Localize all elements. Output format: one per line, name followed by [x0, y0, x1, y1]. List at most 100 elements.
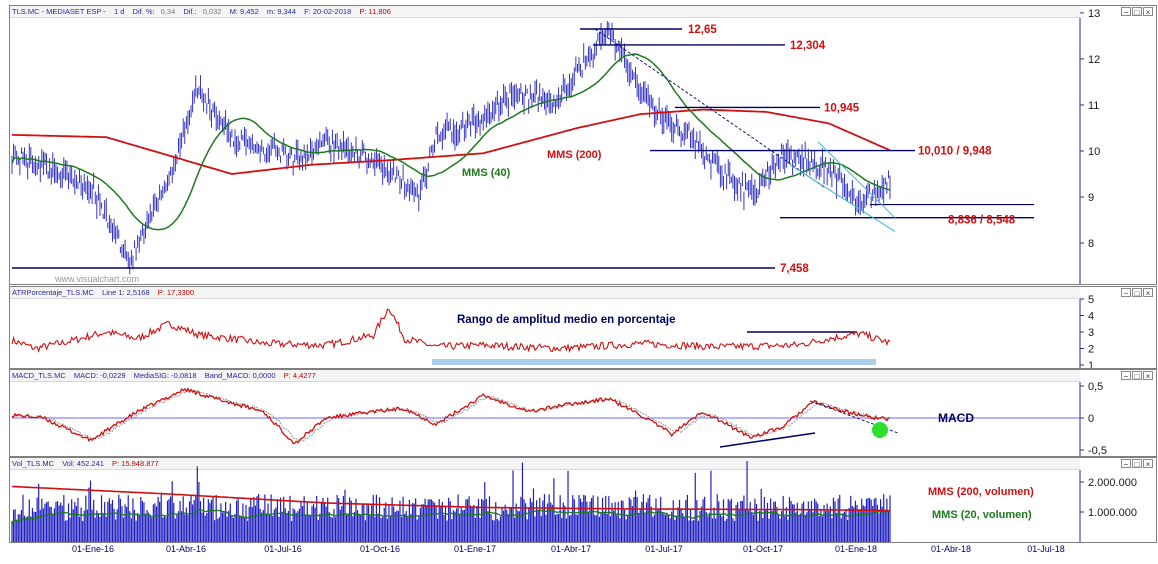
date-tick-label: 01-Ene-17 — [453, 544, 497, 554]
date-tick-label: 01-Ene-16 — [71, 544, 115, 554]
vol-value: Vol: 452.241 — [62, 459, 104, 468]
vol-mms20-line — [11, 509, 891, 526]
interval: 1 d — [114, 7, 125, 16]
vol-y-tick-label: 2.000.000 — [1088, 477, 1137, 489]
atr-y-tick-label: 5 — [1088, 294, 1094, 306]
atr-range-band — [432, 359, 876, 365]
macd-last-value: P: 4,4277 — [283, 371, 316, 380]
atr-line — [11, 308, 891, 354]
close-button[interactable]: × — [1143, 7, 1153, 17]
macd-y-tick-label: 0,5 — [1088, 381, 1103, 393]
atr-y-tick-label: 4 — [1088, 311, 1094, 323]
level-label: 7,458 — [780, 263, 809, 275]
macd-trendline — [719, 432, 816, 448]
vol-mms200-annotation: MMS (200, volumen) — [928, 486, 1034, 498]
level-label: 10,945 — [824, 102, 860, 114]
mms40-line — [11, 53, 891, 231]
price-header: TLS.MC - MEDIASET ESP - 1 d Dif. %: 0,34 … — [10, 6, 1080, 18]
atr-chart[interactable]: 5 4 3 2 1 Rango de amplitud medio en porcenta… — [10, 287, 1157, 369]
atr-close-button[interactable]: × — [1143, 288, 1153, 298]
macd-chart[interactable]: 0,5 0 -0,5 MACD — [10, 370, 1157, 457]
date-tick-label: 01-Oct-16 — [359, 544, 401, 554]
volume-panel[interactable]: Vol_TLS.MC Vol: 452.241 P: 15.948.877 − … — [9, 457, 1157, 543]
vol-mms200-line — [11, 485, 890, 512]
price-chart[interactable]: 13 12 11 10 9 8 12,65 12,304 10,945 10,010 / 9,94… — [10, 6, 1157, 285]
atr-line-value: Line 1: 2,5168 — [102, 288, 150, 297]
atr-y-tick-label: 2 — [1088, 344, 1094, 356]
macd-signal-value: MediaSIG: -0,0818 — [133, 371, 197, 380]
date-tick-label: 01-Jul-18 — [1027, 544, 1065, 554]
date-tick-label: 01-Jul-16 — [264, 544, 302, 554]
atr-y-tick-label: 3 — [1088, 327, 1094, 339]
atr-last-value: P: 17,3300 — [157, 288, 194, 297]
price-y-tick-label: 9 — [1088, 192, 1094, 204]
channel-upper — [817, 141, 896, 219]
date-tick-label: 01-Jul-17 — [645, 544, 683, 554]
macd-y-tick-label: 0 — [1088, 413, 1094, 425]
atr-title: Rango de amplitud medio en porcentaje — [457, 314, 676, 326]
level-label: 12,304 — [790, 40, 826, 52]
level-label: 10,010 / 9,948 — [918, 146, 992, 158]
date-value: F: 20-02-2018 — [304, 7, 352, 16]
macd-band-value: Band_MACD: 0,0000 — [204, 371, 276, 380]
date-tick-label: 01-Oct-17 — [742, 544, 784, 554]
vol-header: Vol_TLS.MC Vol: 452.241 P: 15.948.877 — [10, 458, 1080, 470]
macd-trendline-dashed — [809, 400, 899, 434]
level-label: 8,836 / 8,548 — [948, 215, 1016, 227]
vol-maximize-button[interactable]: □ — [1132, 459, 1142, 469]
atr-header: ATRPorcentaje_TLS.MC Line 1: 2,5168 P: 1… — [10, 287, 1080, 299]
vol-name: Vol_TLS.MC — [12, 459, 55, 468]
trendline — [594, 28, 826, 189]
macd-signal-line — [12, 388, 891, 443]
price-y-tick-label: 13 — [1088, 8, 1100, 20]
macd-name: MACD_TLS.MC — [12, 371, 66, 380]
atr-y-tick-label: 1 — [1088, 360, 1094, 369]
price-bars — [11, 21, 891, 275]
dif-label: Dif.: — [183, 7, 197, 16]
price-y-tick-label: 12 — [1088, 54, 1100, 66]
mms40-annotation: MMS (40) — [462, 167, 511, 179]
vol-close-button[interactable]: × — [1143, 459, 1153, 469]
price-panel[interactable]: TLS.MC - MEDIASET ESP - 1 d Dif. %: 0,34 … — [9, 5, 1157, 285]
date-tick-label: 01-Abr-18 — [930, 544, 972, 554]
date-tick-label: 01-Ene-18 — [834, 544, 878, 554]
channel-lower — [789, 164, 896, 232]
maximize-button[interactable]: □ — [1132, 7, 1142, 17]
macd-y-tick-label: -0,5 — [1088, 445, 1107, 457]
price-y-tick-label: 10 — [1088, 146, 1100, 158]
volume-chart[interactable]: 2.000.000 1.000.000 MMS (200, volumen) MMS … — [10, 458, 1157, 543]
vol-minimize-button[interactable]: − — [1121, 459, 1131, 469]
atr-panel[interactable]: ATRPorcentaje_TLS.MC Line 1: 2,5168 P: 1… — [9, 286, 1157, 369]
macd-cross-marker — [872, 422, 888, 438]
atr-minimize-button[interactable]: − — [1121, 288, 1131, 298]
macd-title: MACD — [938, 411, 974, 425]
macd-maximize-button[interactable]: □ — [1132, 371, 1142, 381]
minimize-button[interactable]: − — [1121, 7, 1131, 17]
last-value: P: 11,806 — [359, 7, 391, 16]
min-value: m: 9,344 — [266, 7, 297, 16]
symbol-name: TLS.MC - MEDIASET ESP - — [12, 7, 106, 16]
vol-last-value: P: 15.948.877 — [112, 459, 159, 468]
dif-value: 0,032 — [202, 7, 222, 16]
volume-bars — [11, 460, 891, 542]
macd-value: MACD: -0,0229 — [73, 371, 126, 380]
watermark: www.visualchart.com — [54, 274, 139, 284]
vol-y-tick-label: 1.000.000 — [1088, 507, 1137, 519]
level-label: 12,65 — [688, 24, 717, 36]
date-tick-label: 01-Abr-16 — [165, 544, 207, 554]
price-y-tick-label: 11 — [1088, 100, 1099, 112]
date-tick-label: 01-Abr-17 — [550, 544, 592, 554]
mms200-line — [12, 108, 891, 175]
macd-minimize-button[interactable]: − — [1121, 371, 1131, 381]
price-y-tick-label: 8 — [1088, 238, 1094, 250]
dif-pct-value: 0,34 — [160, 7, 176, 16]
dif-pct-label: Dif. %: — [132, 7, 155, 16]
macd-line — [11, 387, 890, 445]
atr-name: ATRPorcentaje_TLS.MC — [12, 288, 94, 297]
vol-mms20-annotation: MMS (20, volumen) — [932, 509, 1032, 521]
max-value: M: 9,452 — [229, 7, 259, 16]
macd-header: MACD_TLS.MC MACD: -0,0229 MediaSIG: -0,0… — [10, 370, 1080, 382]
macd-close-button[interactable]: × — [1143, 371, 1153, 381]
atr-maximize-button[interactable]: □ — [1132, 288, 1142, 298]
macd-panel[interactable]: MACD_TLS.MC MACD: -0,0229 MediaSIG: -0,0… — [9, 369, 1157, 457]
